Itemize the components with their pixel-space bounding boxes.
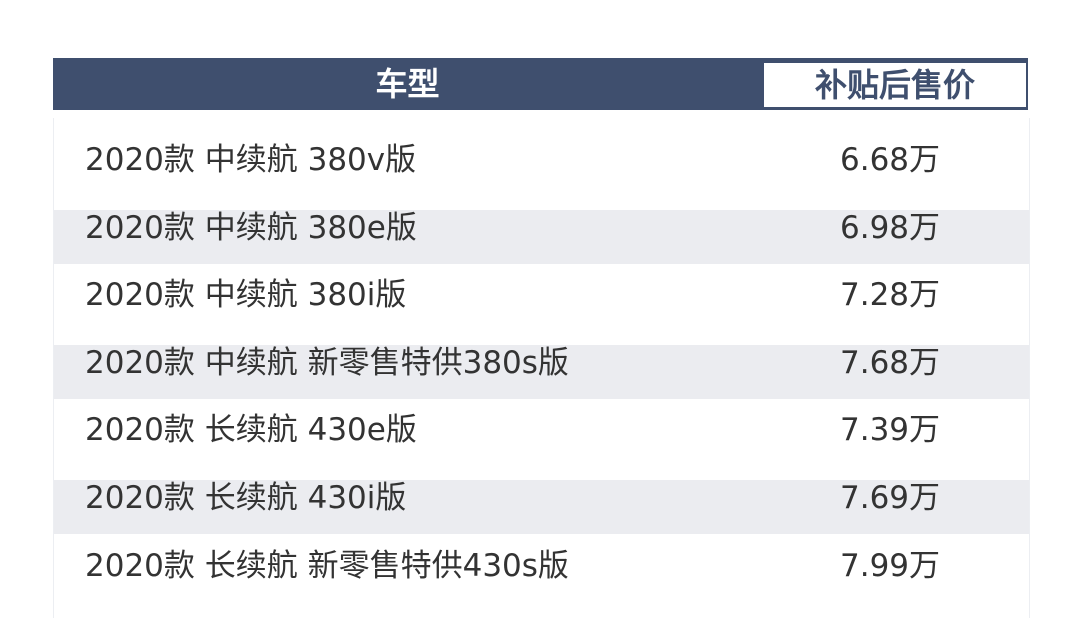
header-model: 车型 [375, 65, 440, 103]
table-row: 2020款 长续航 430i版 7.69万 [54, 456, 1029, 534]
price-table: 车型 补贴后售价 2020款 中续航 380v版 6.68万 2020款 中续航 … [53, 58, 1030, 618]
price-cell: 6.98万 [840, 209, 941, 246]
model-cell: 2020款 长续航 430e版 [85, 412, 417, 449]
table-row: 2020款 长续航 430e版 7.39万 [54, 388, 1029, 456]
price-cell: 6.68万 [840, 142, 941, 178]
price-cell: 7.99万 [840, 547, 941, 584]
price-cell: 7.28万 [840, 277, 941, 314]
model-cell: 2020款 中续航 新零售特供380s版 [85, 344, 569, 381]
price-cell: 7.68万 [840, 344, 941, 381]
table-row: 2020款 中续航 380v版 6.68万 [54, 118, 1029, 186]
price-cell: 7.69万 [840, 479, 941, 516]
table-row: 2020款 中续航 380i版 7.28万 [54, 253, 1029, 321]
table-header: 车型 补贴后售价 [53, 58, 1028, 110]
table-row: 2020款 中续航 新零售特供380s版 7.68万 [54, 321, 1029, 399]
table-row: 2020款 中续航 380e版 6.98万 [54, 186, 1029, 264]
header-price: 补贴后售价 [762, 61, 1028, 109]
model-cell: 2020款 中续航 380i版 [85, 277, 407, 314]
price-cell: 7.39万 [840, 412, 941, 449]
model-cell: 2020款 长续航 430i版 [85, 479, 407, 516]
model-cell: 2020款 中续航 380e版 [85, 209, 417, 246]
model-cell: 2020款 中续航 380v版 [85, 142, 417, 178]
table-row: 2020款 长续航 新零售特供430s版 7.99万 [54, 524, 1029, 592]
model-cell: 2020款 长续航 新零售特供430s版 [85, 547, 569, 584]
table-body: 2020款 中续航 380v版 6.68万 2020款 中续航 380e版 6.98… [53, 118, 1030, 618]
